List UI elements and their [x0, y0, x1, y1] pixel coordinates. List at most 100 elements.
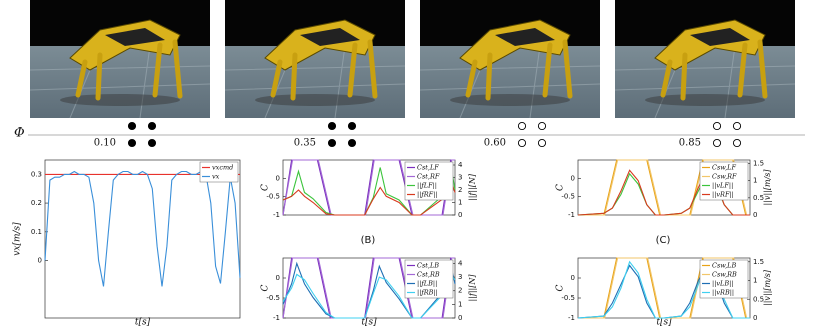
contact-dot — [517, 121, 527, 131]
y-tick-label: -0.5 — [266, 294, 280, 302]
legend-label: vxcmd — [212, 164, 233, 172]
series-line — [282, 164, 456, 216]
y-tick-label: -0.5 — [561, 294, 575, 302]
contact-dot — [537, 121, 547, 131]
y-tick-label: 0 — [571, 274, 575, 282]
phase-label: 0.35 — [294, 138, 316, 149]
y-tick-label: -1 — [568, 314, 575, 322]
phase-symbol: Φ — [14, 126, 25, 141]
robot-snapshots — [30, 0, 795, 118]
contact-dot — [147, 121, 157, 131]
snapshot — [225, 0, 405, 118]
legend-label: ||vLB|| — [712, 280, 734, 288]
contact-dot — [347, 121, 357, 131]
y2-tick-label: 1 — [753, 177, 757, 185]
y-tick-label: 0.2 — [31, 199, 42, 207]
y2-tick-label: 0 — [753, 314, 757, 322]
series-line — [282, 261, 456, 319]
y2-tick-label: 1 — [458, 300, 462, 308]
legend-label: ||vRF|| — [712, 191, 734, 199]
y-tick-label: 0 — [571, 174, 575, 182]
y-tick-label: -0.5 — [266, 193, 280, 201]
x-axis-label: t[s] — [135, 318, 151, 328]
contact-dot — [712, 138, 722, 148]
y2-tick-label: 2 — [458, 287, 462, 295]
y2-tick-label: 0 — [753, 211, 757, 219]
legend-label: Cst,LB — [417, 262, 439, 270]
y-axis-label: C — [261, 184, 271, 191]
y2-tick-label: 0 — [458, 211, 462, 219]
legend-label: Csw,LB — [712, 262, 736, 270]
snapshot — [615, 0, 795, 118]
legend-label: Csw,RF — [712, 173, 737, 181]
contact-dot — [517, 138, 527, 148]
snapshot — [420, 0, 600, 118]
y-tick-label: 0.1 — [31, 228, 42, 236]
y-tick-label: -1 — [273, 314, 280, 322]
contact-dot — [327, 138, 337, 148]
y2-axis-label: ||v||[m/s] — [763, 169, 772, 206]
legend-box — [699, 259, 749, 299]
y-tick-label: -1 — [568, 211, 575, 219]
y2-axis-label: ||f||[N] — [468, 274, 477, 302]
y-axis-label: C — [556, 184, 566, 191]
y-tick-label: -0.5 — [561, 193, 575, 201]
y2-tick-label: 4 — [458, 259, 463, 267]
legend-label: Cst,RF — [417, 173, 440, 181]
x-axis-label: t[s] — [361, 318, 377, 328]
y-tick-label: -1 — [273, 211, 280, 219]
legend-label: Csw,LF — [712, 164, 736, 172]
x-axis-label: t[s] — [656, 318, 672, 328]
y2-axis-label: ||f||[N] — [468, 173, 477, 201]
contact-dot — [147, 138, 157, 148]
y2-tick-label: 4 — [458, 161, 463, 169]
contact-dot — [127, 138, 137, 148]
contact-dot — [712, 121, 722, 131]
legend-label: ||fRB|| — [417, 289, 438, 297]
y2-tick-label: 0.5 — [753, 295, 764, 303]
legend-label: ||fRF|| — [417, 191, 438, 199]
snapshot — [30, 0, 210, 118]
y-axis-label: vx[m/s] — [13, 222, 23, 256]
contact-dot — [347, 138, 357, 148]
y2-tick-label: 0 — [458, 314, 462, 322]
y2-tick-label: 1.5 — [753, 258, 764, 266]
y2-tick-label: 1.5 — [753, 159, 764, 167]
legend-label: ||fLF|| — [417, 182, 437, 190]
panel-label: (B) — [361, 235, 376, 246]
series-line — [282, 178, 456, 216]
legend-label: Cst,LF — [417, 164, 439, 172]
series-line — [44, 170, 241, 287]
contact-dot — [537, 138, 547, 148]
y2-tick-label: 1 — [753, 277, 757, 285]
y2-axis-label: ||v||[m/s] — [763, 269, 772, 306]
y-tick-label: 0 — [276, 174, 280, 182]
phase-label: 0.10 — [94, 138, 116, 149]
contact-dot — [732, 121, 742, 131]
y2-tick-label: 2 — [458, 186, 462, 194]
phase-label: 0.85 — [679, 138, 701, 149]
y-axis-label: C — [556, 284, 566, 291]
y-tick-label: 0 — [276, 274, 280, 282]
phase-label: 0.60 — [484, 138, 506, 149]
plot-frame — [44, 159, 241, 319]
contact-dot — [732, 138, 742, 148]
y-tick-label: 0 — [38, 257, 42, 265]
y2-tick-label: 1 — [458, 199, 462, 207]
legend-label: ||fLB|| — [417, 280, 437, 288]
contact-dot — [127, 121, 137, 131]
y2-tick-label: 3 — [458, 273, 462, 281]
legend-label: Csw,RB — [712, 271, 737, 279]
legend-label: ||vLF|| — [712, 182, 733, 190]
legend-box — [699, 161, 749, 201]
y-axis-label: C — [261, 284, 271, 291]
contact-dot — [327, 121, 337, 131]
panel-label: (C) — [656, 235, 671, 246]
legend-label: vx — [212, 173, 220, 181]
y-tick-label: 0.3 — [31, 170, 42, 178]
legend-box — [404, 161, 454, 201]
y2-tick-label: 0.5 — [753, 194, 764, 202]
legend-label: ||vRB|| — [712, 289, 734, 297]
legend-label: Cst,RB — [417, 271, 440, 279]
